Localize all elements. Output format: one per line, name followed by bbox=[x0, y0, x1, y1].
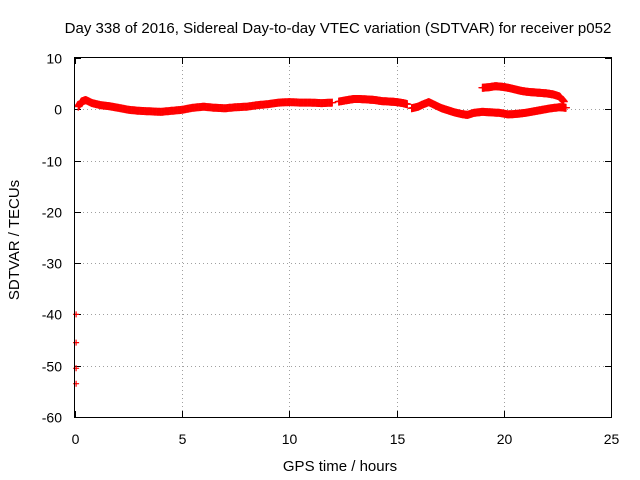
y-tick-label: -40 bbox=[42, 307, 62, 323]
x-tick-label: 25 bbox=[604, 431, 620, 447]
data-point bbox=[328, 98, 337, 107]
x-tick-label: 20 bbox=[497, 431, 513, 447]
y-tick-label: -30 bbox=[42, 256, 62, 272]
series-late-trace bbox=[407, 98, 570, 119]
x-tick-label: 15 bbox=[390, 431, 406, 447]
y-axis-label: SDTVAR / TECUs bbox=[6, 180, 23, 300]
grid-lines bbox=[75, 58, 611, 417]
y-tick-label: 10 bbox=[46, 51, 62, 67]
data-point bbox=[562, 103, 570, 112]
data-series bbox=[73, 82, 570, 387]
y-tick-label: -60 bbox=[42, 410, 62, 426]
series-mid-trace bbox=[334, 95, 412, 109]
series-main-trace bbox=[74, 96, 337, 116]
x-tick-label: 5 bbox=[179, 431, 187, 447]
data-point bbox=[559, 97, 568, 106]
x-axis-label: GPS time / hours bbox=[283, 458, 397, 475]
y-tick-label: -10 bbox=[42, 154, 62, 170]
x-tick-label: 10 bbox=[282, 431, 298, 447]
series-upper-trace bbox=[478, 82, 568, 106]
y-tick-label: 0 bbox=[54, 102, 62, 118]
y-tick-label: -50 bbox=[42, 359, 62, 375]
chart-title: Day 338 of 2016, Sidereal Day-to-day VTE… bbox=[65, 20, 612, 37]
plot-frame bbox=[74, 57, 612, 418]
x-tick-label: 0 bbox=[72, 431, 80, 447]
y-tick-label: -20 bbox=[42, 205, 62, 221]
axis-ticks: 0 5 10 15 20 25 10 0 -10 -20 -30 -40 -50 -60 bbox=[42, 51, 620, 448]
data-point bbox=[403, 100, 412, 109]
